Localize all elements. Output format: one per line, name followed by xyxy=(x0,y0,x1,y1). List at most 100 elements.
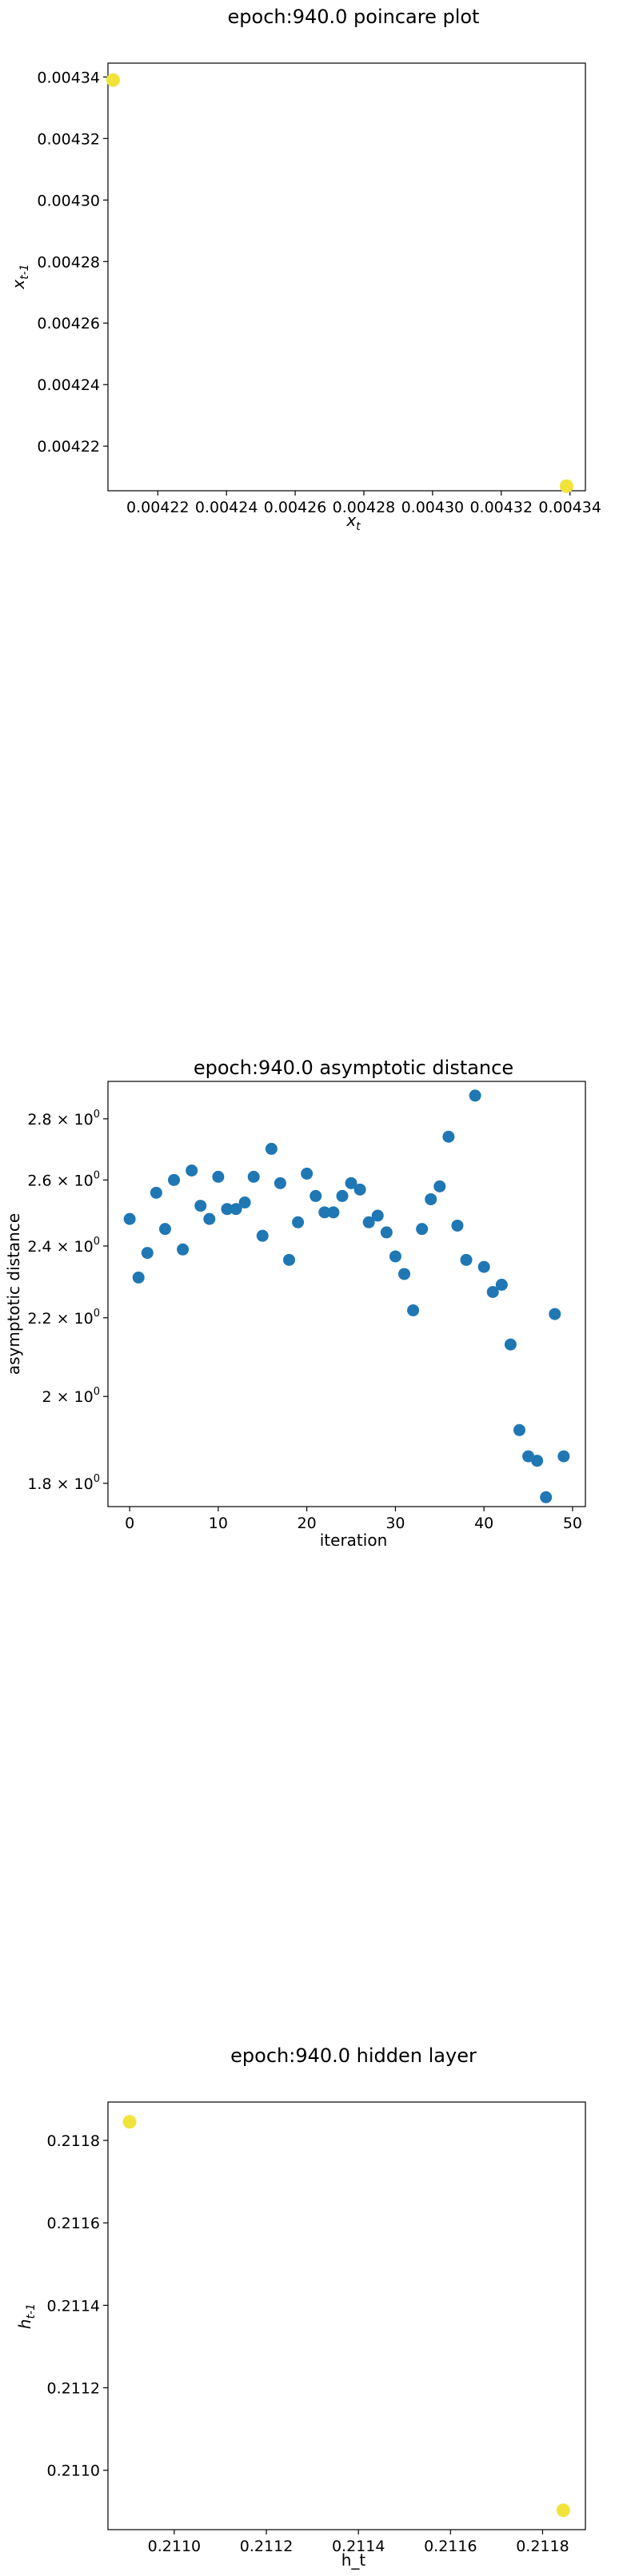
data-point xyxy=(212,1170,225,1183)
y-tick-label: 0.00424 xyxy=(37,376,100,394)
data-point xyxy=(318,1206,331,1219)
y-tick-mantissa: 2.6 × xyxy=(27,1172,74,1189)
data-point xyxy=(230,1203,242,1216)
x-tick-label: 30 xyxy=(385,1515,405,1532)
y-tick-exponent: 0 xyxy=(94,1109,100,1121)
x-tick-label: 0.2114 xyxy=(332,2538,385,2555)
y-tick-label: 2.6 × 100 xyxy=(27,1169,100,1189)
data-point xyxy=(132,1271,145,1284)
y-tick-exponent: 0 xyxy=(94,1169,100,1181)
y-tick-exponent: 0 xyxy=(94,1308,100,1320)
data-point xyxy=(477,1260,490,1273)
x-tick-label: 0.2116 xyxy=(424,2538,477,2555)
data-point xyxy=(301,1167,313,1180)
data-point xyxy=(389,1250,401,1263)
data-point xyxy=(531,1455,544,1467)
hidden-layer-title: epoch:940.0 hidden layer xyxy=(230,2044,477,2067)
data-point xyxy=(238,1196,251,1209)
data-point xyxy=(371,1209,384,1222)
data-point xyxy=(486,1285,499,1298)
data-point xyxy=(407,1304,420,1316)
data-point xyxy=(460,1253,473,1266)
y-tick-base: 10 xyxy=(74,1172,94,1189)
y-tick-label: 2.2 × 100 xyxy=(27,1308,100,1328)
data-point xyxy=(122,2115,137,2129)
y-tick-base: 10 xyxy=(74,1238,94,1256)
hidden-layer-y-ticks: 0.2110 0.2112 0.2114 0.2116 0.2118 xyxy=(47,2132,108,2480)
x-tick-label: 40 xyxy=(474,1515,493,1532)
data-point xyxy=(274,1177,286,1189)
hidden-layer-chart: epoch:940.0 hidden layer 0.2110 0.2112 0.2… xyxy=(15,2044,586,2570)
y-tick-base: 10 xyxy=(74,1388,94,1406)
y-tick-label: 0.2114 xyxy=(47,2297,100,2315)
poincare-y-axis-label-sub: t-1 xyxy=(18,264,31,279)
data-point xyxy=(353,1183,366,1196)
hidden-layer-x-ticks: 0.2110 0.2112 0.2114 0.2116 0.2118 xyxy=(148,2530,569,2555)
data-point xyxy=(557,1450,570,1463)
x-tick-label: 0.00432 xyxy=(469,499,533,516)
hidden-layer-y-axis-label: ht-1 xyxy=(15,2303,38,2329)
y-tick-exponent: 0 xyxy=(94,1473,100,1485)
data-point xyxy=(221,1203,234,1216)
data-point xyxy=(256,1229,269,1242)
poincare-points xyxy=(106,73,573,493)
y-tick-base: 10 xyxy=(74,1310,94,1328)
poincare-plot-chart: epoch:940.0 poincare plot 0.00422 0.00424… xyxy=(9,6,601,533)
poincare-y-ticks: 0.00422 0.00424 0.00426 0.00428 0.00430 0.004… xyxy=(37,69,108,456)
data-point xyxy=(141,1247,154,1260)
data-point xyxy=(158,1223,171,1236)
hidden-layer-points xyxy=(122,2115,570,2518)
asymptotic-points xyxy=(123,1089,570,1503)
asymptotic-y-axis-label: asymptotic distance xyxy=(4,1213,23,1375)
asymptotic-distance-chart: epoch:940.0 asymptotic distance 0 10 20 30 4… xyxy=(4,1057,586,1550)
x-tick-label: 20 xyxy=(298,1515,317,1532)
x-tick-label: 10 xyxy=(209,1515,228,1532)
data-point xyxy=(522,1450,535,1463)
poincare-y-axis-label: xt-1 xyxy=(9,264,31,289)
y-tick-mantissa: 2.4 × xyxy=(27,1238,74,1256)
asymptotic-distance-title: epoch:940.0 asymptotic distance xyxy=(194,1057,513,1079)
y-tick-label: 0.2118 xyxy=(47,2132,100,2150)
data-point xyxy=(540,1491,553,1503)
data-point xyxy=(292,1216,305,1228)
y-tick-label: 0.00430 xyxy=(37,192,100,209)
y-tick-label: 1.8 × 100 xyxy=(27,1473,100,1493)
data-point xyxy=(106,73,120,87)
data-point xyxy=(283,1253,296,1266)
x-tick-label: 0.00428 xyxy=(333,499,396,516)
poincare-x-axis-label-sub: t xyxy=(356,520,361,533)
x-tick-label: 0.00434 xyxy=(538,499,601,516)
y-tick-label: 0.00428 xyxy=(37,253,100,271)
data-point xyxy=(380,1226,393,1239)
x-tick-label: 0.00426 xyxy=(264,499,327,516)
asymptotic-x-ticks: 0 10 20 30 40 50 xyxy=(125,1507,582,1532)
data-point xyxy=(433,1180,446,1192)
data-point xyxy=(451,1219,464,1232)
x-tick-label: 0.2118 xyxy=(516,2538,569,2555)
poincare-x-axis-label-main: x xyxy=(345,511,356,530)
y-tick-mantissa: 1.8 × xyxy=(27,1475,74,1493)
asymptotic-distance-axes-frame xyxy=(107,1081,586,1507)
data-point xyxy=(336,1189,349,1202)
poincare-y-axis-label-main: x xyxy=(9,280,28,290)
y-tick-label: 0.00432 xyxy=(37,130,100,148)
x-tick-label: 0.00422 xyxy=(126,499,190,516)
y-tick-mantissa: 2 × xyxy=(42,1388,74,1406)
y-tick-label: 0.2112 xyxy=(47,2380,100,2398)
y-tick-mantissa: 2.2 × xyxy=(27,1310,74,1328)
y-tick-label: 0.00426 xyxy=(37,315,100,332)
y-tick-label: 0.00422 xyxy=(37,438,100,456)
poincare-plot-axes-frame xyxy=(107,62,586,492)
data-point xyxy=(549,1308,561,1320)
asymptotic-x-axis-label: iteration xyxy=(320,1531,388,1550)
hidden-layer-y-axis-label-sub: t-1 xyxy=(25,2303,38,2319)
data-point xyxy=(265,1142,278,1155)
data-point xyxy=(442,1130,455,1143)
poincare-x-axis-label: xt xyxy=(345,511,361,533)
data-point xyxy=(513,1423,525,1436)
data-point xyxy=(194,1200,207,1212)
hidden-layer-x-axis-label: h_t xyxy=(341,2550,366,2570)
hidden-layer-axes-frame xyxy=(107,2101,586,2530)
data-point xyxy=(425,1192,437,1205)
